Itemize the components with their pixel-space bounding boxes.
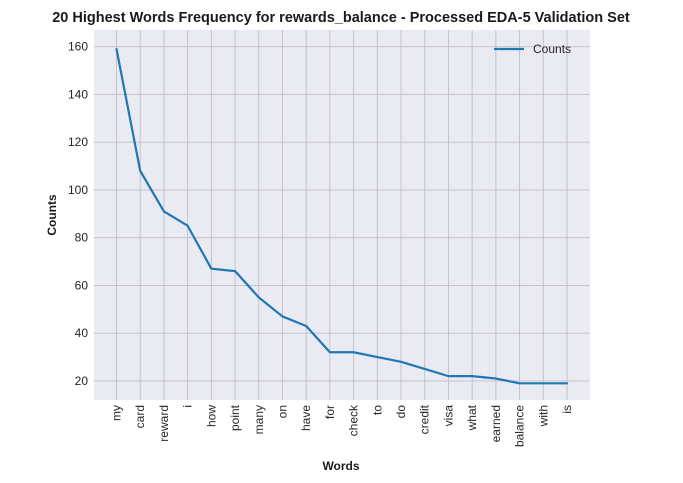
legend: Counts <box>494 42 571 56</box>
y-tick-label: 40 <box>75 326 89 340</box>
x-tick-label-for: for <box>323 405 337 419</box>
x-tick-label-visa: visa <box>441 405 455 427</box>
x-tick-label-how: how <box>204 405 218 427</box>
legend-label-counts: Counts <box>533 42 571 56</box>
y-tick-label: 80 <box>75 231 89 245</box>
y-tick-label: 140 <box>68 87 88 101</box>
y-tick-label: 120 <box>68 135 88 149</box>
y-tick-label: 160 <box>68 40 88 54</box>
x-axis-ticks: my card reward i how point many on have for check t… <box>110 404 575 447</box>
y-axis-label: Counts <box>45 194 59 236</box>
x-tick-label-balance: balance <box>513 405 527 447</box>
x-tick-label-card: card <box>133 405 147 428</box>
x-tick-label-is: is <box>560 405 574 414</box>
x-tick-label-to: to <box>370 405 384 415</box>
y-tick-label: 100 <box>68 183 88 197</box>
x-axis-label: Words <box>322 459 359 473</box>
x-tick-label-do: do <box>394 405 408 419</box>
x-tick-label-reward: reward <box>157 405 171 442</box>
plot-area <box>94 30 590 400</box>
y-tick-label: 20 <box>75 374 89 388</box>
series-line-counts <box>115 48 569 385</box>
x-tick-label-earned: earned <box>489 405 503 442</box>
y-axis-ticks: 20 40 60 80 100 120 140 160 <box>68 40 88 388</box>
x-tick-label-what: what <box>465 404 479 431</box>
grid <box>94 30 590 400</box>
x-tick-label-with: with <box>536 405 550 427</box>
x-tick-label-credit: credit <box>418 404 432 434</box>
x-tick-label-check: check <box>347 404 361 436</box>
x-tick-label-i: i <box>181 405 195 408</box>
x-tick-label-on: on <box>275 405 289 418</box>
x-tick-label-my: my <box>110 405 124 421</box>
y-tick-label: 60 <box>75 278 89 292</box>
chart-title: 20 Highest Words Frequency for rewards_b… <box>52 10 630 26</box>
x-tick-label-many: many <box>252 405 266 434</box>
x-tick-label-point: point <box>228 404 242 431</box>
x-tick-label-have: have <box>299 405 313 431</box>
